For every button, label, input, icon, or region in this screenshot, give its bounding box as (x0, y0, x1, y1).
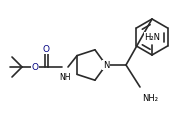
Text: O: O (31, 63, 39, 72)
Text: N: N (103, 61, 109, 70)
Text: O: O (43, 45, 50, 54)
Text: NH₂: NH₂ (142, 93, 158, 102)
Text: NH: NH (59, 72, 71, 81)
Text: H₂N: H₂N (144, 33, 160, 42)
